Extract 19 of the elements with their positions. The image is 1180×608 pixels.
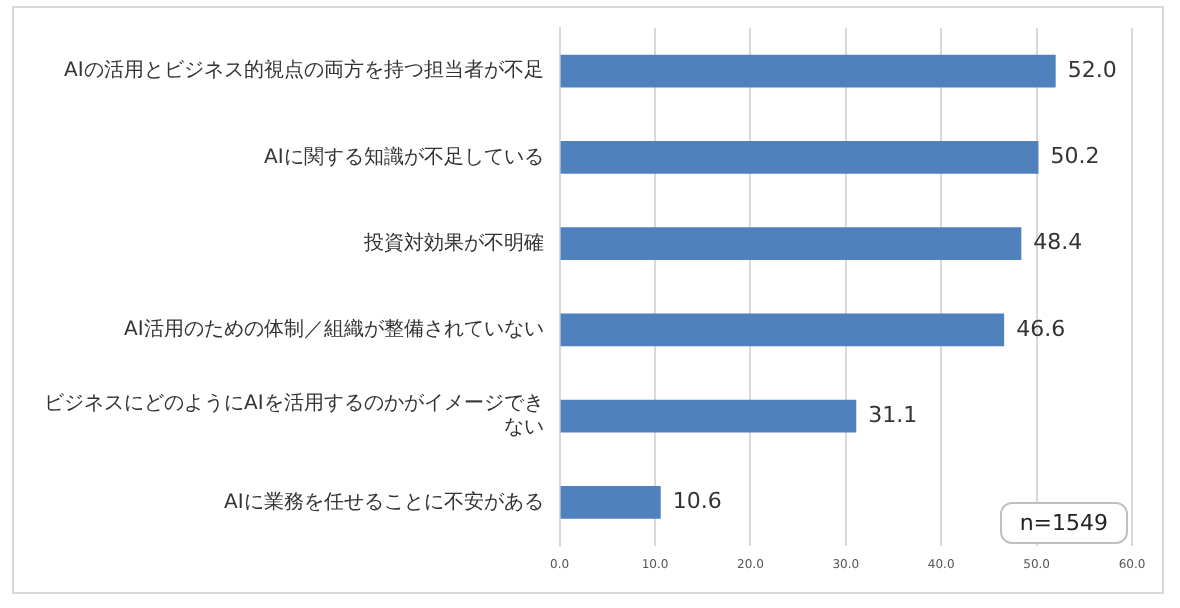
y-tick-label: 投資対効果が不明確: [361, 230, 544, 255]
y-tick-label: AIに業務を任せることに不安がある: [223, 489, 544, 514]
y-tick-label: AIの活用とビジネス的視点の両方を持つ担当者が不足: [63, 58, 544, 83]
data-label: 46.6: [1016, 315, 1066, 342]
annotation: n=1549: [999, 502, 1128, 544]
bar: [560, 227, 1022, 261]
y-tick-label: ビジネスにどのようにAIを活用するのかがイメージできない: [43, 391, 544, 440]
data-label: 50.2: [1050, 143, 1100, 170]
y-tick-label: AI活用のための体制／組織が整備されていない: [123, 317, 544, 342]
data-label: 48.4: [1033, 229, 1083, 256]
y-tick-label: AIに関する知識が不足している: [263, 144, 544, 169]
bar: [560, 486, 661, 519]
data-label: 31.1: [868, 401, 918, 428]
bar: [560, 54, 1056, 88]
bar: [560, 399, 857, 433]
bar: [560, 313, 1005, 347]
bar: [560, 141, 1039, 174]
data-label: 52.0: [1067, 56, 1117, 83]
data-label: 10.6: [672, 488, 722, 515]
